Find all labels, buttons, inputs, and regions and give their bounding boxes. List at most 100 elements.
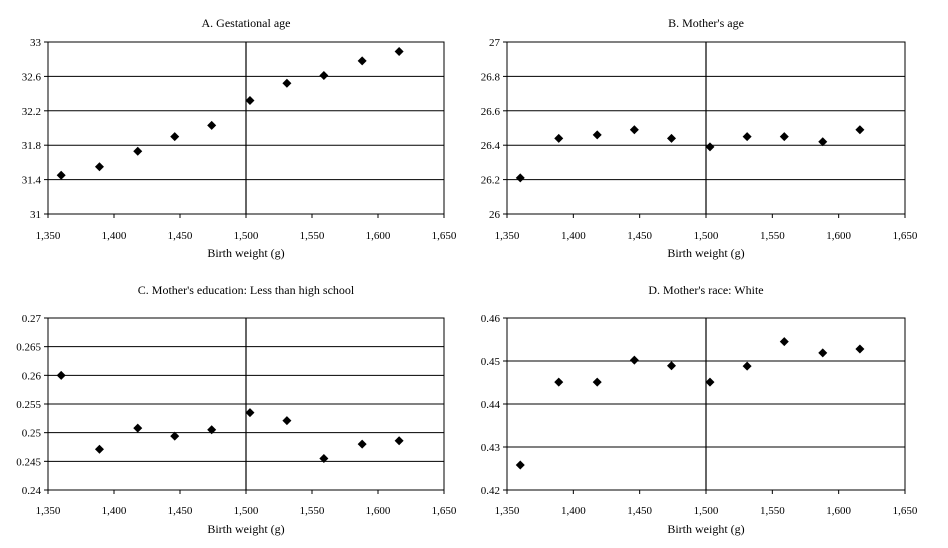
data-point (705, 142, 715, 152)
x-tick-label: 1,600 (826, 230, 851, 242)
data-point (629, 125, 639, 135)
y-tick-label: 31 (30, 209, 41, 221)
y-tick-label: 0.24 (22, 485, 42, 497)
x-tick-label: 1,450 (168, 505, 193, 517)
x-axis-label: Birth weight (g) (207, 522, 284, 536)
data-point (742, 132, 752, 142)
data-point (282, 416, 292, 426)
chart-title: A. Gestational age (202, 16, 291, 30)
data-point (94, 444, 104, 454)
data-point (554, 133, 564, 143)
y-tick-label: 26.4 (481, 140, 501, 152)
data-point (319, 71, 329, 81)
y-tick-label: 26.8 (481, 71, 501, 83)
y-tick-label: 31.4 (22, 175, 42, 187)
data-point (667, 133, 677, 143)
x-tick-label: 1,350 (495, 230, 520, 242)
data-point (818, 348, 828, 358)
y-tick-label: 0.25 (22, 428, 42, 440)
data-point (394, 46, 404, 56)
y-tick-label: 27 (489, 37, 501, 49)
x-tick-label: 1,400 (102, 230, 127, 242)
x-tick-label: 1,500 (234, 505, 259, 517)
data-point (245, 95, 255, 105)
y-tick-label: 0.26 (22, 370, 42, 382)
x-tick-label: 1,350 (36, 505, 61, 517)
data-point (779, 132, 789, 142)
data-point (133, 423, 143, 433)
data-point (319, 453, 329, 463)
x-tick-label: 1,400 (102, 505, 127, 517)
data-point (56, 170, 66, 180)
data-point (515, 460, 525, 470)
data-point (742, 361, 752, 371)
x-tick-label: 1,500 (234, 230, 259, 242)
data-point (282, 78, 292, 88)
y-tick-label: 0.255 (16, 399, 41, 411)
y-tick-label: 0.44 (481, 399, 501, 411)
data-point (245, 408, 255, 418)
x-tick-label: 1,650 (893, 505, 918, 517)
x-tick-label: 1,600 (826, 505, 851, 517)
x-tick-label: 1,550 (300, 230, 325, 242)
data-point (515, 173, 525, 183)
x-tick-label: 1,650 (893, 230, 918, 242)
data-point (56, 370, 66, 380)
chart-panel-1: B. Mother's age 26 26.2 26.4 26.6 26.8 27 1,350… (481, 16, 918, 260)
data-point (170, 132, 180, 142)
data-point (855, 344, 865, 354)
y-tick-label: 32.6 (22, 71, 42, 83)
x-tick-label: 1,500 (694, 230, 719, 242)
y-tick-label: 0.27 (22, 313, 42, 325)
data-point (357, 439, 367, 449)
y-tick-label: 0.43 (481, 442, 501, 454)
y-tick-label: 26 (489, 209, 501, 221)
x-tick-label: 1,600 (366, 505, 391, 517)
x-tick-label: 1,350 (36, 230, 61, 242)
x-tick-label: 1,650 (432, 505, 457, 517)
y-tick-label: 26.6 (481, 106, 501, 118)
x-tick-label: 1,450 (627, 505, 652, 517)
data-point (554, 377, 564, 387)
y-tick-label: 33 (30, 37, 42, 49)
x-tick-label: 1,650 (432, 230, 457, 242)
chart-title: B. Mother's age (668, 16, 744, 30)
y-tick-label: 32.2 (22, 106, 41, 118)
x-axis-label: Birth weight (g) (207, 246, 284, 260)
x-tick-label: 1,350 (495, 505, 520, 517)
data-point (705, 377, 715, 387)
y-tick-label: 0.265 (16, 342, 41, 354)
x-tick-label: 1,550 (760, 505, 785, 517)
x-tick-label: 1,500 (694, 505, 719, 517)
y-tick-label: 0.245 (16, 456, 41, 468)
x-axis-label: Birth weight (g) (667, 522, 744, 536)
data-point (667, 361, 677, 371)
data-point (629, 355, 639, 365)
data-point (855, 125, 865, 135)
data-point (170, 431, 180, 441)
y-tick-label: 0.46 (481, 313, 501, 325)
x-tick-label: 1,450 (168, 230, 193, 242)
x-tick-label: 1,450 (627, 230, 652, 242)
y-tick-label: 0.45 (481, 356, 501, 368)
chart-title: D. Mother's race: White (648, 283, 763, 297)
x-tick-label: 1,400 (561, 505, 586, 517)
data-point (207, 425, 217, 435)
chart-title: C. Mother's education: Less than high sc… (138, 283, 355, 297)
x-axis-label: Birth weight (g) (667, 246, 744, 260)
data-point (394, 436, 404, 446)
data-point (818, 137, 828, 147)
x-tick-label: 1,600 (366, 230, 391, 242)
y-tick-label: 0.42 (481, 485, 500, 497)
y-tick-label: 31.8 (22, 140, 42, 152)
data-point (133, 146, 143, 156)
chart-panel-3: D. Mother's race: White 0.42 0.43 0.44 0.45 0… (481, 283, 918, 536)
data-point (207, 120, 217, 130)
chart-panel-0: A. Gestational age 31 31.4 31.8 32.2 32.6 33 1,… (22, 16, 457, 260)
data-point (357, 56, 367, 66)
data-point (592, 130, 602, 140)
x-tick-label: 1,400 (561, 230, 586, 242)
x-tick-label: 1,550 (300, 505, 325, 517)
